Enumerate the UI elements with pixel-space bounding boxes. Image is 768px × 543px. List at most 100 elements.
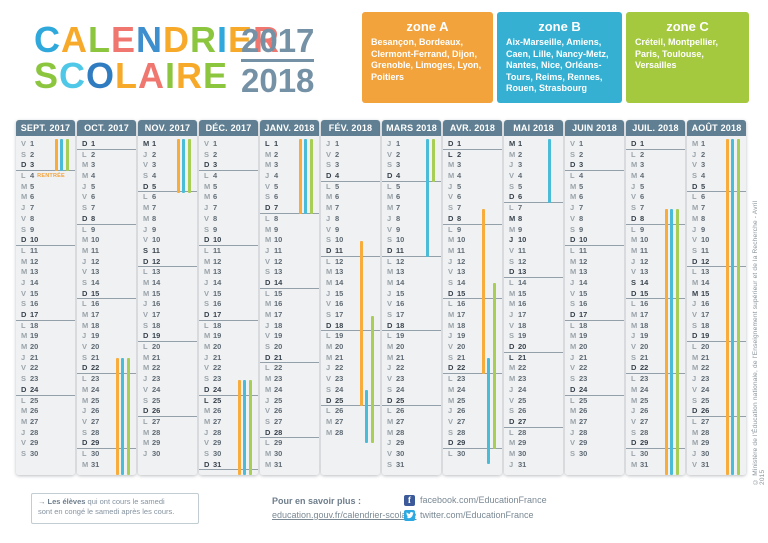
holiday-bar-zone-c — [675, 208, 679, 475]
day-row: J 19 — [77, 331, 136, 342]
day-number: 1 — [396, 139, 401, 148]
day-letter: D — [82, 139, 88, 148]
month-days: M 1 M 2 J 3 V 4 S 5 D 6 L 7 M 8 M 9 J 10 V 11 S 12 D 13 L 14 M 15 M 16 J… — [504, 136, 563, 475]
day-number: 3 — [640, 160, 645, 170]
day-row: M 14 — [138, 278, 197, 289]
day-row: S 16 — [565, 299, 624, 310]
month-column-janv-2018: JANV. 2018 L 1 M 2 M 3 J 4 V 5 S 6 D 7 L 8 M 9 M 10 J 11 V 12 S 13… — [260, 120, 319, 475]
day-number: 22 — [335, 363, 344, 373]
day-number: 2 — [152, 149, 157, 159]
day-letter: V — [509, 245, 515, 255]
day-row: M 31 — [626, 460, 685, 471]
day-row: M 13 — [321, 267, 380, 278]
day-row: D 29 — [77, 438, 136, 449]
day-letter: D — [204, 459, 210, 469]
day-number: 1 — [701, 139, 706, 148]
day-number: 17 — [335, 310, 344, 319]
day-letter: D — [692, 181, 698, 191]
day-row: L 4 RENTRÉE — [16, 171, 75, 182]
day-number: 3 — [701, 160, 706, 170]
holiday-bar-zone-b — [548, 139, 552, 204]
day-row: L 13 — [138, 267, 197, 278]
day-row: M 10 — [77, 235, 136, 246]
twitter-link[interactable]: twitter.com/EducationFrance — [420, 510, 534, 520]
day-letter: D — [82, 363, 88, 373]
day-letter: M — [143, 427, 150, 437]
day-letter: J — [143, 224, 148, 234]
day-row: M 27 — [199, 417, 258, 428]
day-letter: M — [570, 342, 577, 352]
day-letter: L — [82, 149, 87, 159]
day-row: S 18 — [687, 321, 746, 332]
day-letter: M — [631, 245, 638, 255]
day-row: L 30 — [626, 449, 685, 460]
title-letter: I — [165, 55, 177, 96]
day-number: 6 — [30, 192, 35, 202]
day-number: 27 — [396, 416, 405, 426]
day-row: V 19 — [260, 331, 319, 342]
day-number: 29 — [518, 438, 527, 448]
holiday-bar-zone-b — [487, 358, 491, 464]
day-row: V 22 — [565, 363, 624, 374]
day-number: 7 — [396, 203, 401, 213]
day-letter: V — [631, 267, 637, 277]
day-letter: M — [326, 203, 333, 213]
day-row: M 13 — [199, 267, 258, 278]
day-letter: M — [387, 267, 394, 277]
day-letter: M — [631, 395, 638, 405]
holiday-bar-zone-c — [492, 283, 496, 450]
day-number: 13 — [457, 267, 466, 277]
day-row: V 20 — [77, 342, 136, 353]
day-number: 2 — [457, 149, 462, 159]
day-number: 10 — [335, 235, 344, 245]
day-letter: V — [265, 256, 271, 266]
zone-c-title: zone C — [666, 19, 709, 34]
day-letter: M — [387, 342, 394, 352]
month-days: J 1 V 2 S 3 D 4 L 5 M 6 M 7 J 8 V 9 S 10 D 11 L 12 M 13 M 14 J 15 V 16 S… — [382, 136, 441, 475]
title-letter: R — [253, 19, 281, 60]
day-row: S 20 — [260, 342, 319, 353]
day-number: 20 — [579, 342, 588, 352]
day-letter: L — [21, 320, 26, 330]
day-number: 5 — [579, 181, 584, 191]
day-letter: S — [265, 267, 271, 277]
twitter-icon[interactable] — [404, 509, 415, 521]
day-letter: J — [692, 299, 697, 309]
day-number: 7 — [579, 203, 584, 213]
day-number: 10 — [396, 235, 405, 245]
day-letter: V — [387, 374, 393, 384]
holiday-bar-zone-b — [304, 139, 308, 214]
day-letter: J — [265, 171, 270, 181]
day-letter: V — [631, 416, 637, 426]
facebook-icon[interactable]: f — [404, 494, 415, 506]
day-number: 11 — [701, 245, 709, 255]
day-letter: S — [265, 416, 271, 426]
day-row: D 13 — [504, 267, 563, 278]
day-letter: M — [570, 181, 577, 191]
facebook-link[interactable]: facebook.com/EducationFrance — [420, 495, 547, 505]
day-row: D 18 — [382, 321, 441, 332]
day-letter: D — [204, 384, 210, 394]
day-number: 21 — [701, 352, 710, 362]
day-number: 15 — [30, 288, 39, 298]
day-letter: V — [265, 406, 271, 416]
day-letter: S — [448, 277, 454, 287]
day-row: D 11 — [382, 246, 441, 257]
day-number: 23 — [91, 374, 100, 384]
day-number: 26 — [213, 406, 222, 416]
day-row: D 26 — [687, 406, 746, 417]
day-row: M 15 — [504, 289, 563, 300]
calendar-website-link[interactable]: education.gouv.fr/calendrier-scolaire — [272, 510, 417, 520]
day-number: 9 — [91, 224, 96, 234]
day-letter: D — [448, 438, 454, 448]
day-number: 26 — [335, 406, 344, 416]
day-letter: S — [204, 224, 210, 234]
day-letter: M — [387, 352, 394, 362]
day-letter: L — [82, 374, 87, 384]
day-row: M 27 — [321, 417, 380, 428]
